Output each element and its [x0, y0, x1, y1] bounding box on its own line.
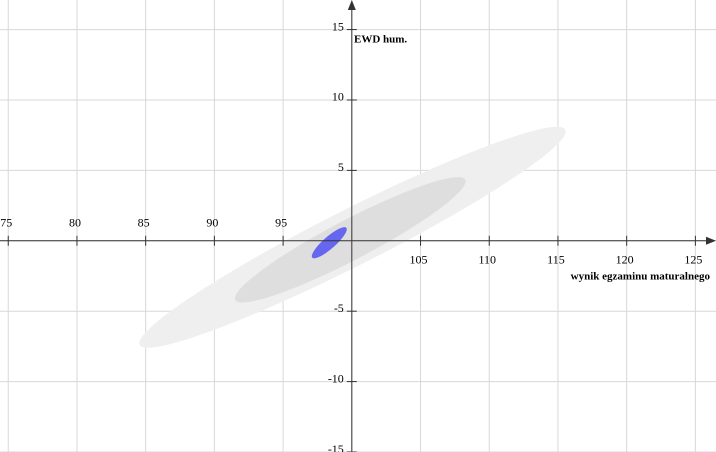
y-axis-arrow	[347, 0, 356, 10]
y-tick-label: -10	[328, 371, 344, 385]
y-tick-label: -15	[328, 442, 344, 452]
x-tick-label: 95	[275, 216, 287, 230]
ellipse	[234, 177, 466, 303]
x-tick-label: 80	[69, 216, 81, 230]
x-axis-arrow	[706, 236, 716, 245]
ellipse	[311, 227, 347, 259]
y-tick-label: -5	[334, 301, 344, 315]
x-tick-label: 90	[206, 216, 218, 230]
x-tick-label: 110	[478, 253, 496, 267]
x-axis-label: wynik egzaminu maturalnego	[571, 271, 711, 283]
x-tick-label: 125	[684, 253, 702, 267]
x-tick-label: 120	[616, 253, 634, 267]
x-tick-label: 115	[547, 253, 565, 267]
y-tick-label: 10	[332, 90, 344, 104]
y-axis-label: EWD hum.	[354, 34, 407, 46]
x-tick-label: 105	[410, 253, 428, 267]
y-tick-label: 15	[332, 19, 344, 33]
x-tick-label: 75	[0, 216, 12, 230]
y-tick-label: 5	[338, 160, 344, 174]
x-tick-label: 85	[138, 216, 150, 230]
